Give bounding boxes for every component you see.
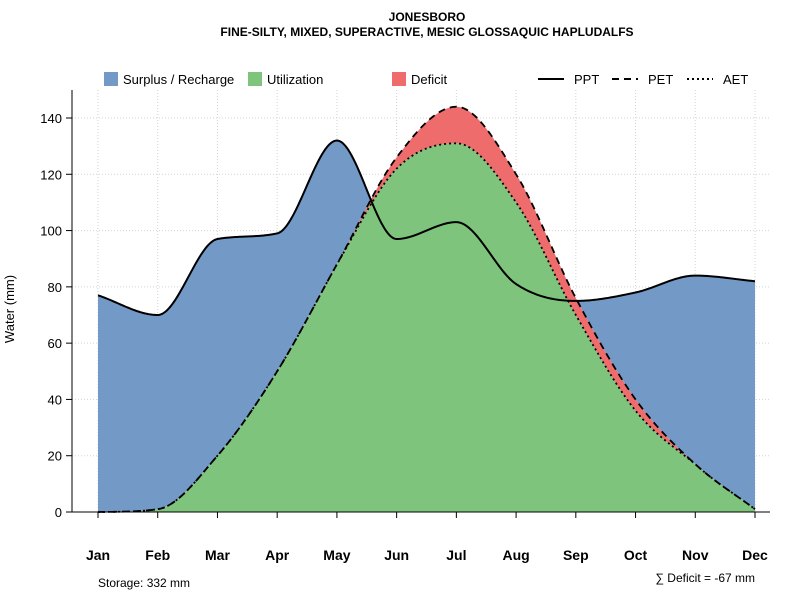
- utilization-area: [98, 143, 755, 512]
- legend-label: Deficit: [411, 72, 448, 87]
- ppt-line: [97, 139, 756, 317]
- y-tick-label: 140: [40, 111, 62, 126]
- y-tick-label: 80: [48, 280, 62, 295]
- legend-swatch: [104, 72, 118, 86]
- y-tick-label: 20: [48, 449, 62, 464]
- legend-label: AET: [723, 72, 748, 87]
- x-tick-label: Sep: [563, 547, 589, 563]
- legend-label: Utilization: [267, 72, 323, 87]
- y-tick-label: 120: [40, 167, 62, 182]
- x-tick-label: Jun: [384, 547, 409, 563]
- storage-note: Storage: 332 mm: [98, 576, 190, 590]
- x-tick-label: Dec: [742, 547, 768, 563]
- series-lines: [97, 105, 756, 513]
- y-tick-label: 40: [48, 392, 62, 407]
- x-tick-label: Jan: [86, 547, 110, 563]
- x-tick-label: Oct: [624, 547, 648, 563]
- surplus-area: [98, 140, 755, 512]
- deficit-note: ∑ Deficit = -67 mm: [655, 571, 755, 585]
- legend-label: PPT: [574, 72, 599, 87]
- x-tick-label: Feb: [145, 547, 170, 563]
- y-tick-label: 100: [40, 224, 62, 239]
- legend-swatch: [392, 72, 406, 86]
- legend-label: PET: [648, 72, 673, 87]
- x-tick-label: Aug: [502, 547, 529, 563]
- y-axis-title: Water (mm): [2, 275, 17, 343]
- x-tick-label: Mar: [205, 547, 230, 563]
- chart-title: JONESBORO: [389, 10, 466, 24]
- x-tick-label: Apr: [265, 547, 290, 563]
- x-tick-label: Nov: [682, 547, 709, 563]
- x-tick-label: May: [323, 547, 350, 563]
- legend: Surplus / Recharge Utilization Deficit PPT P…: [104, 72, 748, 87]
- y-tick-label: 0: [55, 505, 62, 520]
- legend-label: Surplus / Recharge: [123, 72, 234, 87]
- areas: [98, 106, 755, 513]
- y-tick-label: 60: [48, 336, 62, 351]
- chart-subtitle: FINE-SILTY, MIXED, SUPERACTIVE, MESIC GL…: [220, 25, 633, 39]
- pet-line: [97, 105, 756, 513]
- legend-swatch: [248, 72, 262, 86]
- axes: 0 20 40 60 80 100 120 140 Jan Feb Mar Apr May Jun Jul A…: [40, 90, 770, 563]
- x-tick-label: Jul: [446, 547, 466, 563]
